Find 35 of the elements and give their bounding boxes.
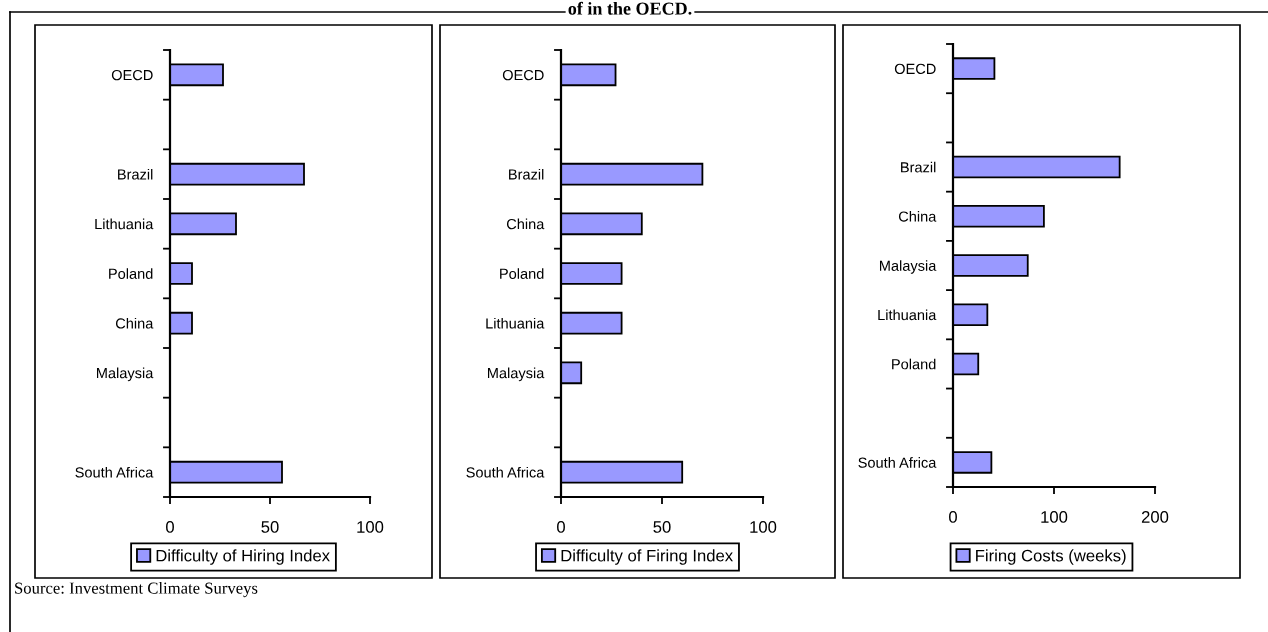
x-tick-label: 0 <box>949 511 957 523</box>
y-tick-label: Poland <box>892 358 936 370</box>
y-tick-label: Poland <box>500 268 544 279</box>
y-tick-label: China <box>898 210 937 222</box>
y-tick-label: China <box>506 218 545 230</box>
y-tick-label: Lithuania <box>95 218 154 230</box>
x-tick-label: 50 <box>653 521 671 533</box>
x-tick-label: 200 <box>1141 511 1169 523</box>
x-tick-label: 0 <box>166 521 174 533</box>
y-tick-label: South Africa <box>858 457 937 468</box>
x-tick-label: 100 <box>357 521 384 533</box>
y-tick-label: Poland <box>109 268 153 279</box>
legend-label: Firing Costs (weeks) <box>976 549 1126 565</box>
y-tick-label: OECD <box>894 63 936 75</box>
x-tick-label: 100 <box>1041 511 1068 523</box>
y-tick-label: Brazil <box>118 168 153 180</box>
legend-label: Difficulty of Hiring Index <box>156 549 330 565</box>
legend-label: Difficulty of Firing Index <box>561 549 733 565</box>
y-tick-label: Brazil <box>509 168 544 180</box>
y-tick-label: Malaysia <box>487 367 545 382</box>
y-tick-label: OECD <box>111 69 153 81</box>
y-tick-label: Lithuania <box>878 309 937 321</box>
source-note: Source: Investment Climate Surveys <box>15 582 258 598</box>
x-tick-label: 0 <box>557 521 565 533</box>
y-tick-label: Malaysia <box>879 260 937 274</box>
y-tick-label: Brazil <box>901 161 936 173</box>
y-tick-label: China <box>115 317 154 329</box>
y-tick-label: Lithuania <box>486 317 545 329</box>
y-tick-label: South Africa <box>466 466 545 478</box>
chart-title: of in the OECD. <box>568 1 692 15</box>
x-tick-label: 100 <box>750 521 777 533</box>
x-tick-label: 50 <box>261 521 279 533</box>
y-tick-label: South Africa <box>75 466 154 478</box>
y-tick-label: OECD <box>502 69 544 81</box>
y-tick-label: Malaysia <box>96 367 154 382</box>
